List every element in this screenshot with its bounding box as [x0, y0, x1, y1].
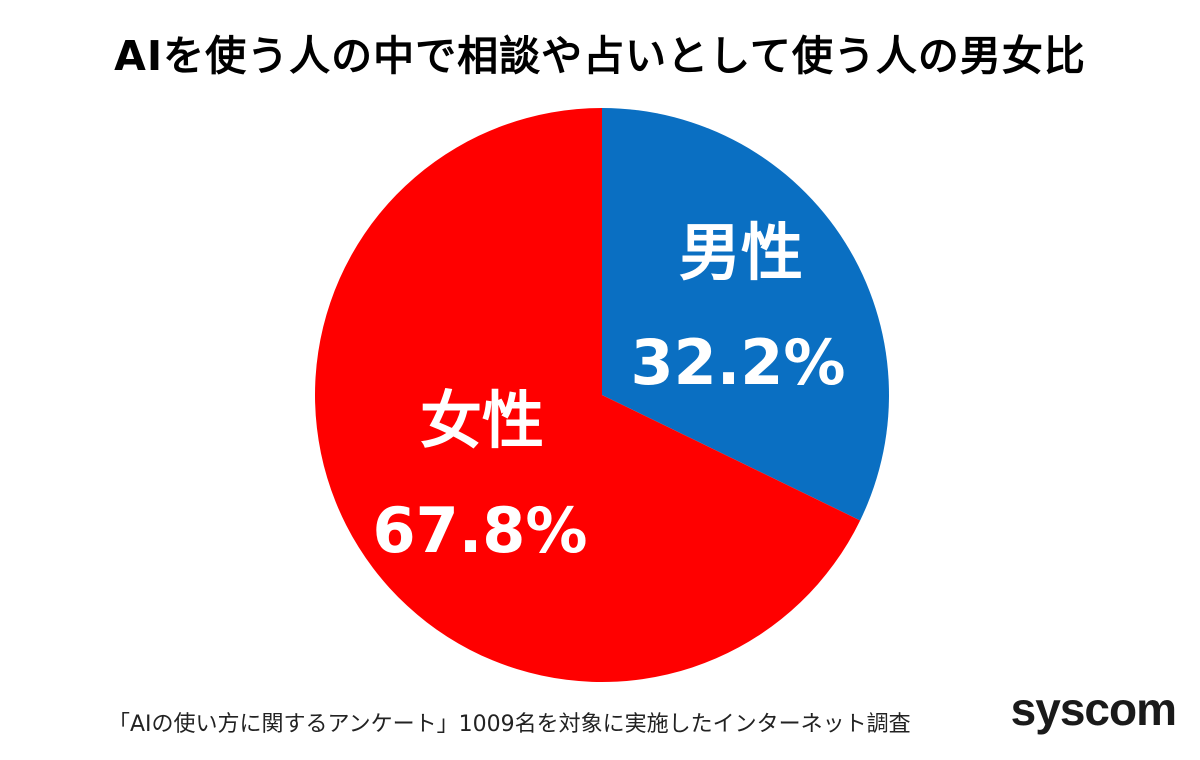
syscom-logo: syscom — [1010, 683, 1177, 735]
survey-footnote: 「AIの使い方に関するアンケート」1009名を対象に実施したインターネット調査 — [108, 712, 911, 737]
slice-value-female: 67.8% — [372, 494, 587, 567]
pie-slice-female — [315, 108, 861, 683]
slice-label-male: 男性 — [679, 216, 803, 289]
slice-label-female: 女性 — [420, 384, 544, 457]
chart-title: AIを使う人の中で相談や占いとして使う人の男女比 — [114, 32, 1086, 80]
slice-value-male: 32.2% — [630, 326, 845, 399]
pie-slice-male — [602, 108, 889, 521]
